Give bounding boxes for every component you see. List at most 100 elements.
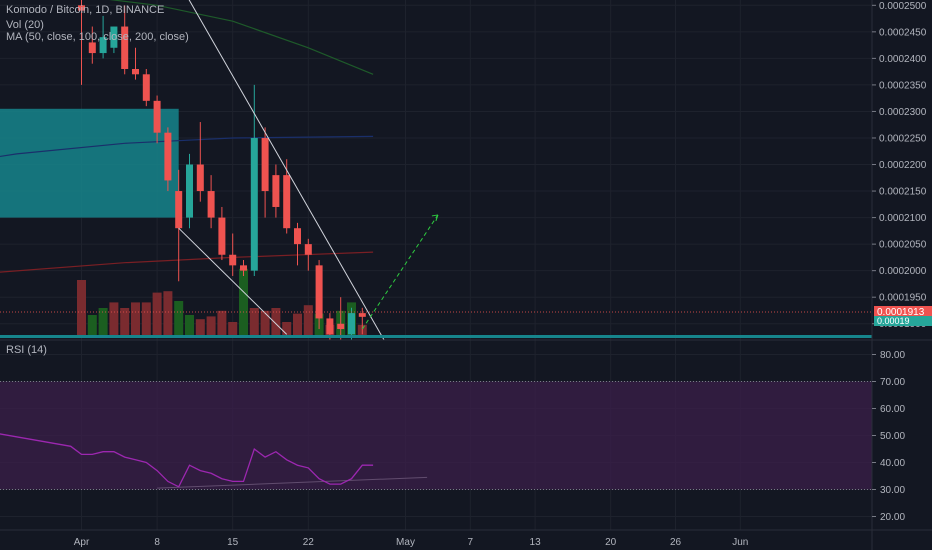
rsi-tick-label: 50.00 — [880, 431, 905, 442]
rsi-tick-label: 40.00 — [880, 458, 905, 469]
price-tick-label: 0.0002050 — [879, 240, 927, 251]
rsi-tick-label: 80.00 — [880, 350, 905, 361]
candle-body — [218, 217, 226, 255]
pane-separator-highlight — [0, 335, 872, 338]
current-price-badge-secondary: 0.00019 — [874, 316, 932, 326]
ma-indicator-label[interactable]: MA (50, close, 100, close, 200, close) — [6, 31, 189, 43]
rsi-band — [0, 381, 872, 490]
candle-body — [207, 191, 215, 218]
volume-bar — [87, 315, 97, 336]
candle-body — [110, 26, 118, 48]
candle-body — [294, 228, 301, 245]
price-tick-label: 0.0002200 — [879, 160, 927, 171]
candle-body — [337, 323, 345, 330]
candle-body — [272, 175, 280, 207]
price-tick-label: 0.0002450 — [879, 27, 927, 38]
teal-zone-rect — [0, 108, 179, 218]
time-tick-label: Jun — [732, 537, 748, 548]
volume-bar — [217, 310, 227, 336]
price-tick-label: 0.0002100 — [879, 213, 927, 224]
candle-body — [326, 318, 334, 335]
ma-legend: MA (50, close, 100, close, 200, close) — [6, 31, 189, 43]
candle-body — [186, 164, 193, 218]
volume-bar — [249, 308, 259, 336]
time-tick-label: 26 — [670, 537, 682, 548]
candle-body — [261, 137, 269, 192]
candle-body — [348, 313, 355, 335]
candle-body — [240, 265, 247, 271]
price-tick-label: 0.0002300 — [879, 107, 927, 118]
volume-bar — [271, 308, 281, 336]
ma50-line — [108, 0, 374, 75]
volume-bar — [120, 308, 130, 336]
price-trendline — [361, 214, 439, 330]
symbol-title[interactable]: Komodo / Bitcoin, 1D, BINANCE — [6, 4, 165, 16]
candle-body — [88, 42, 96, 54]
volume-bar — [109, 302, 119, 336]
price-tick-label: 0.0002350 — [879, 80, 927, 91]
volume-legend: Vol (20) — [6, 19, 44, 31]
volume-bar — [228, 322, 238, 336]
volume-bar — [77, 280, 86, 336]
volume-bar — [185, 315, 194, 336]
time-tick-label: Apr — [74, 537, 90, 548]
volume-bar — [163, 291, 173, 336]
price-trendline — [178, 227, 288, 335]
candle-body — [175, 191, 183, 229]
candle-body — [315, 265, 323, 319]
time-tick-label: 13 — [530, 537, 542, 548]
candle-body — [132, 68, 139, 75]
candle-body — [283, 175, 291, 229]
candle-body — [196, 164, 204, 192]
volume-bar — [141, 302, 151, 336]
volume-bar — [131, 302, 140, 336]
ma100-line — [0, 135, 374, 158]
candle-body — [358, 313, 366, 317]
rsi-tick-label: 60.00 — [880, 404, 905, 415]
rsi-tick-label: 20.00 — [880, 512, 905, 523]
price-tick-label: 0.0002500 — [879, 1, 927, 12]
candle-body — [78, 5, 85, 11]
candle-body — [229, 254, 237, 266]
volume-bar — [260, 310, 270, 336]
candle-body — [99, 37, 107, 54]
symbol-legend: Komodo / Bitcoin, 1D, BINANCE — [6, 4, 164, 16]
volume-bar — [195, 319, 205, 336]
rsi-band-fill — [0, 381, 872, 490]
price-tick-label: 0.0002400 — [879, 54, 927, 65]
volume-bar — [303, 305, 313, 336]
volume-bar — [239, 268, 248, 336]
rsi-axis[interactable]: 80.00 70.00 60.00 50.00 40.00 30.00 20.00 — [872, 350, 905, 523]
price-tick-label: 0.0002150 — [879, 187, 927, 198]
candle-body — [153, 100, 161, 133]
price-tick-label: 0.0002250 — [879, 133, 927, 144]
candle-body — [142, 74, 150, 101]
time-axis[interactable]: 5Apr81522May7132026Jun — [0, 537, 749, 548]
volume-bar — [152, 292, 162, 336]
volume-indicator-label[interactable]: Vol (20) — [6, 19, 44, 31]
candle-body — [164, 132, 172, 181]
volume-bar — [206, 316, 216, 336]
volume-bar — [293, 313, 302, 336]
volume-bar — [174, 301, 184, 336]
rsi-legend: RSI (14) — [6, 344, 47, 356]
time-tick-label: 20 — [605, 537, 617, 548]
time-tick-label: May — [396, 537, 415, 548]
volume-bar — [282, 322, 292, 336]
time-tick-label: 22 — [303, 537, 315, 548]
projection-arrowhead — [431, 214, 439, 222]
teal-zone — [0, 108, 179, 218]
candle-body — [250, 137, 258, 271]
candle-body — [121, 26, 129, 69]
candle-body — [304, 244, 312, 255]
rsi-series-line — [0, 433, 374, 488]
rsi-tick-label: 70.00 — [880, 377, 905, 388]
candlesticks — [78, 0, 366, 340]
rsi-indicator-label[interactable]: RSI (14) — [6, 344, 47, 356]
volume-bar — [98, 308, 108, 336]
price-trendline — [188, 0, 385, 340]
price-tick-label: 0.0002000 — [879, 266, 927, 277]
rsi-tick-label: 30.00 — [880, 485, 905, 496]
price-tick-label: 0.0001950 — [879, 293, 927, 304]
